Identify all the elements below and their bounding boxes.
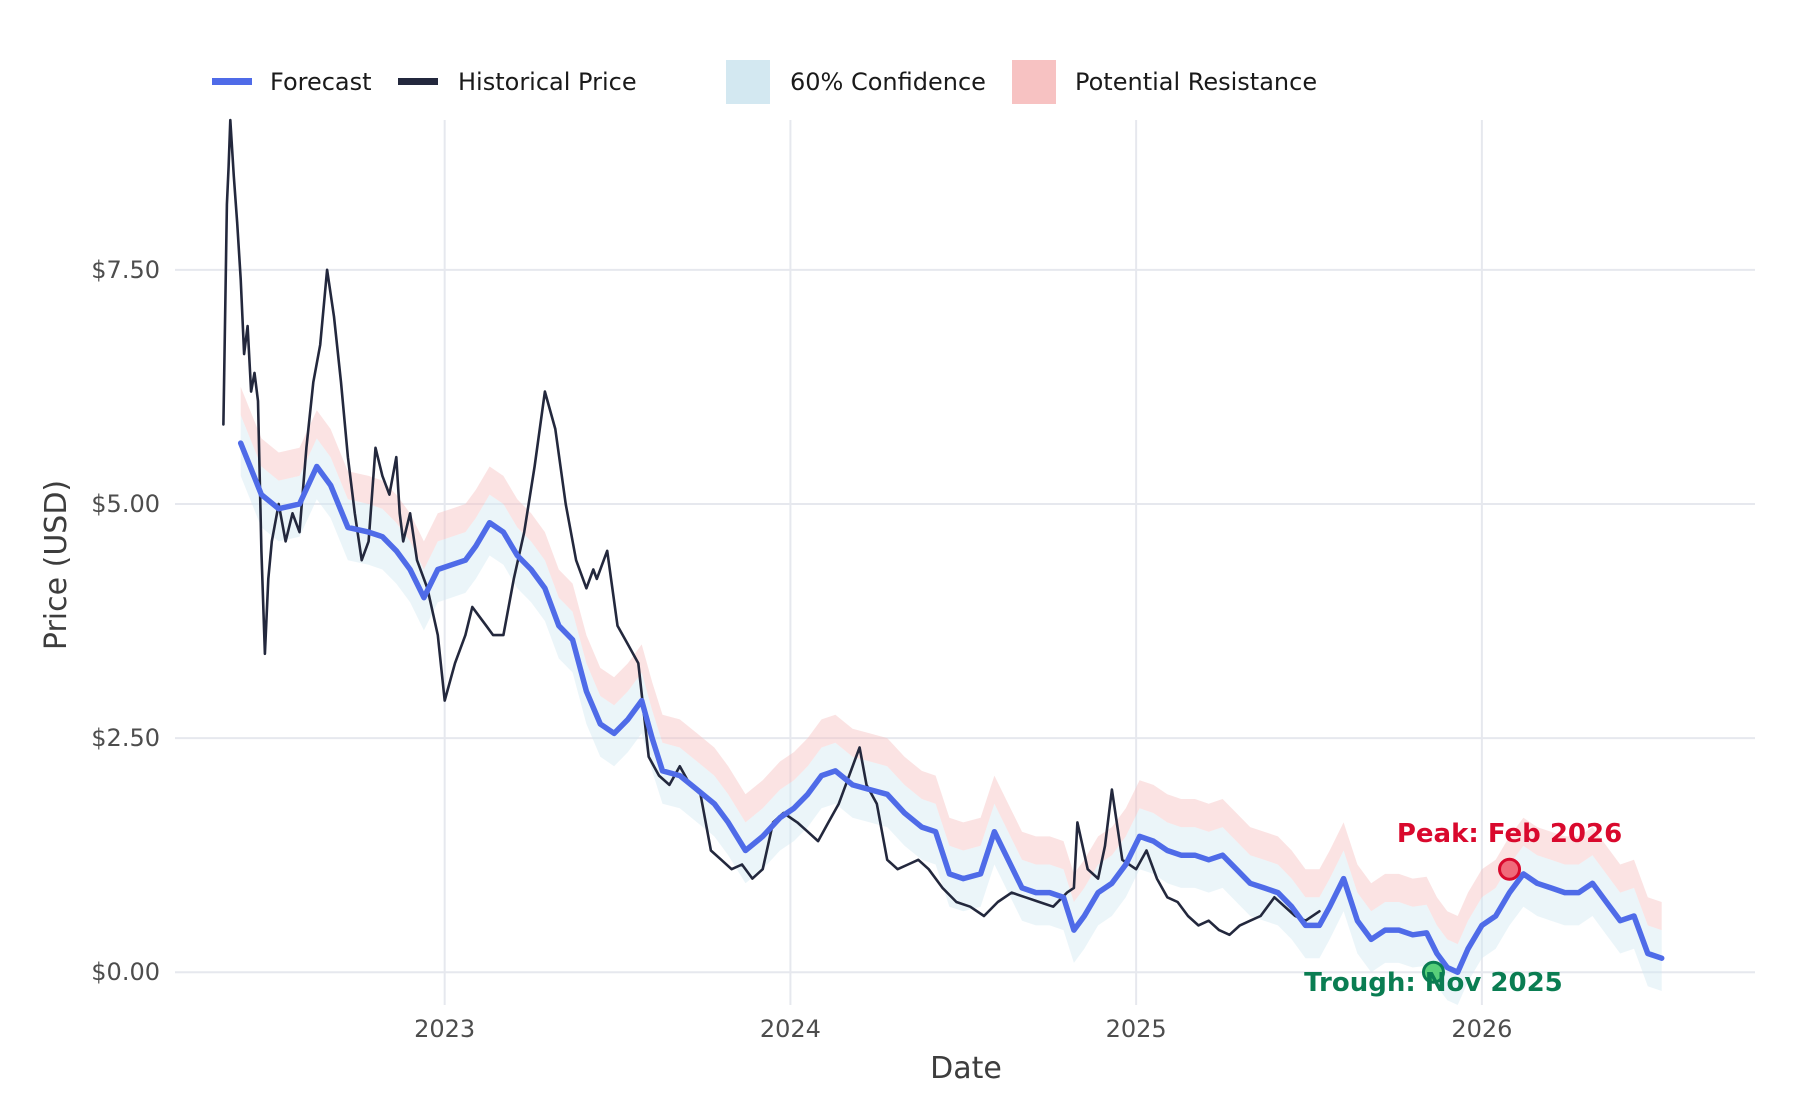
x-tick-label: 2026	[1451, 1015, 1512, 1043]
x-tick-label: 2023	[414, 1015, 475, 1043]
band-layer	[240, 386, 1662, 1005]
x-tick-label: 2024	[760, 1015, 821, 1043]
band-potential-resistance	[240, 386, 1662, 945]
y-axis-title: Price (USD)	[39, 480, 74, 650]
legend-swatch-confidence	[726, 60, 770, 104]
y-tick-label: $7.50	[91, 256, 160, 284]
trough-annotation-label: Trough: Nov 2025	[1304, 968, 1563, 998]
trough-marker	[1421, 960, 1445, 984]
legend: Forecast Historical Price 60% Confidence…	[212, 60, 1317, 104]
legend-swatch-potential-resistance	[1012, 60, 1056, 104]
peak-annotation-label: Peak: Feb 2026	[1397, 819, 1622, 849]
legend-label-potential-resistance: Potential Resistance	[1075, 68, 1317, 96]
historical-price-line	[222, 118, 1321, 937]
x-axis-title: Date	[930, 1051, 1002, 1086]
forecast-line	[237, 440, 1665, 975]
y-tick-label: $5.00	[91, 490, 160, 518]
peak-marker	[1498, 857, 1522, 881]
legend-label-forecast: Forecast	[270, 68, 372, 96]
grid-layer	[175, 120, 1755, 1005]
legend-swatch-forecast	[212, 78, 252, 85]
legend-label-historical-price: Historical Price	[458, 68, 637, 96]
legend-label-confidence: 60% Confidence	[790, 68, 986, 96]
marker-layer: Peak: Feb 2026 Trough: Nov 2025	[1304, 819, 1622, 998]
x-tick-label: 2025	[1106, 1015, 1167, 1043]
y-tick-label: $2.50	[91, 724, 160, 752]
y-tick-label: $0.00	[91, 958, 160, 986]
legend-swatch-historical-price	[398, 78, 438, 85]
series-layer	[222, 118, 1665, 975]
tick-label-layer: 2023 2024 2025 2026 $0.00 $2.50 $5.00 $7.50	[91, 256, 1512, 1043]
band-60-confidence	[240, 415, 1662, 1005]
